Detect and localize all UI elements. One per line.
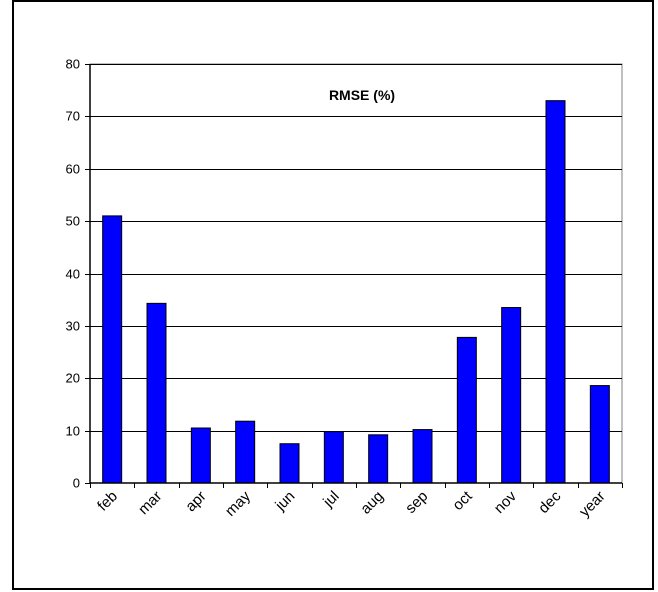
bar-year [589, 385, 610, 484]
y-tick-label: 50 [66, 214, 80, 229]
x-tick-label-aug: aug [357, 488, 387, 518]
x-tick-label-jun: jun [271, 488, 298, 515]
bar-jul [323, 431, 344, 484]
x-tick-label-jul: jul [319, 488, 342, 511]
chart-title: RMSE (%) [329, 87, 395, 103]
y-tick-label: 10 [66, 424, 80, 439]
bar-oct [456, 336, 477, 484]
bar-feb [102, 215, 123, 484]
y-tick-label: 0 [73, 476, 80, 491]
bar-jun [279, 443, 300, 484]
x-tick-label-mar: mar [135, 488, 165, 518]
x-tick-label-may: may [222, 487, 254, 519]
x-tick-label-feb: feb [94, 488, 121, 515]
x-tick-label-apr: apr [182, 488, 209, 515]
y-tick-label: 40 [66, 267, 80, 282]
y-tick-label: 60 [66, 162, 80, 177]
bar-mar [146, 302, 167, 484]
axes [85, 64, 623, 488]
x-tick-label-nov: nov [491, 487, 520, 516]
x-tick-label-dec: dec [535, 487, 564, 516]
gridlines [89, 63, 623, 484]
bar-nov [501, 307, 522, 484]
bar-dec [545, 100, 566, 484]
x-tick-label-oct: oct [449, 487, 476, 514]
bars [102, 100, 610, 484]
y-tick-label: 70 [66, 109, 80, 124]
y-tick-label: 80 [66, 57, 80, 72]
y-tick-label: 30 [66, 319, 80, 334]
bar-sep [412, 429, 433, 484]
bar-aug [368, 434, 389, 484]
x-tick-label-year: year [576, 488, 609, 521]
bar-may [235, 420, 256, 484]
bar-apr [190, 427, 211, 484]
axis-labels: 0 10 20 30 40 50 60 70 80 feb mar apr may jun jul aug se… [66, 57, 609, 521]
y-tick-label: 20 [66, 371, 80, 386]
plot-area [89, 63, 623, 484]
x-tick-label-sep: sep [402, 488, 431, 517]
